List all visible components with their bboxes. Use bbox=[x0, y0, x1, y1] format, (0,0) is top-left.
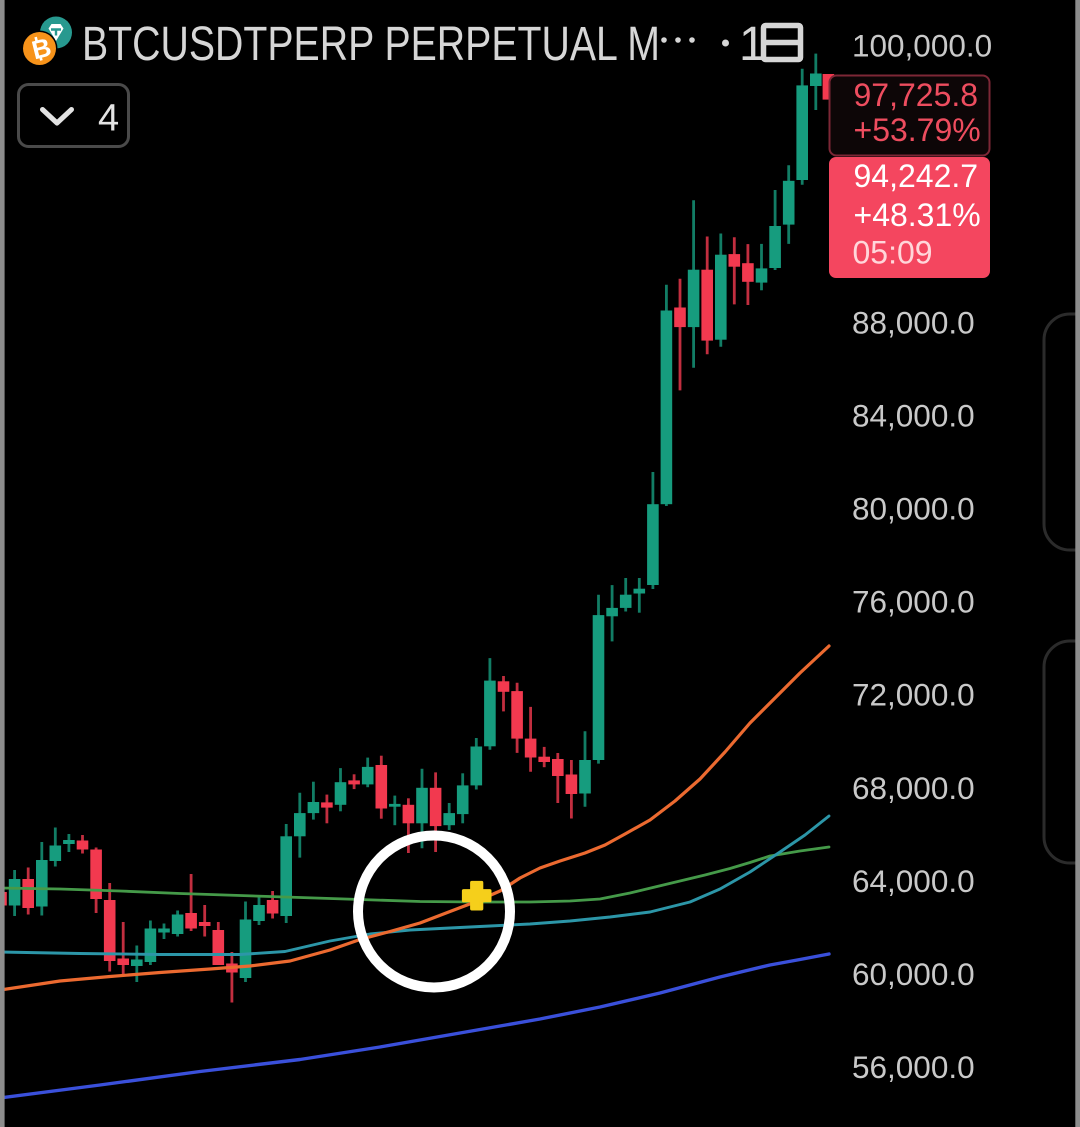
svg-text:94,242.7: 94,242.7 bbox=[854, 158, 979, 194]
svg-text:97,725.8: 97,725.8 bbox=[854, 77, 979, 113]
svg-text:BTCUSDTPERP PERPETUAL M: BTCUSDTPERP PERPETUAL M bbox=[82, 18, 660, 71]
svg-text:100,000.0: 100,000.0 bbox=[852, 27, 992, 63]
svg-text:68,000.0: 68,000.0 bbox=[852, 770, 975, 806]
svg-text:88,000.0: 88,000.0 bbox=[852, 304, 975, 340]
svg-text:64,000.0: 64,000.0 bbox=[852, 863, 975, 899]
svg-text:84,000.0: 84,000.0 bbox=[852, 397, 975, 433]
svg-text:80,000.0: 80,000.0 bbox=[852, 491, 975, 527]
svg-text:76,000.0: 76,000.0 bbox=[852, 584, 975, 620]
svg-text:05:09: 05:09 bbox=[853, 235, 933, 271]
svg-text:+53.79%: +53.79% bbox=[854, 112, 981, 148]
svg-text:4: 4 bbox=[98, 98, 119, 140]
svg-text:+48.31%: +48.31% bbox=[854, 197, 981, 233]
svg-text:56,000.0: 56,000.0 bbox=[852, 1049, 975, 1085]
svg-text:60,000.0: 60,000.0 bbox=[852, 956, 975, 992]
svg-text:72,000.0: 72,000.0 bbox=[852, 677, 975, 713]
